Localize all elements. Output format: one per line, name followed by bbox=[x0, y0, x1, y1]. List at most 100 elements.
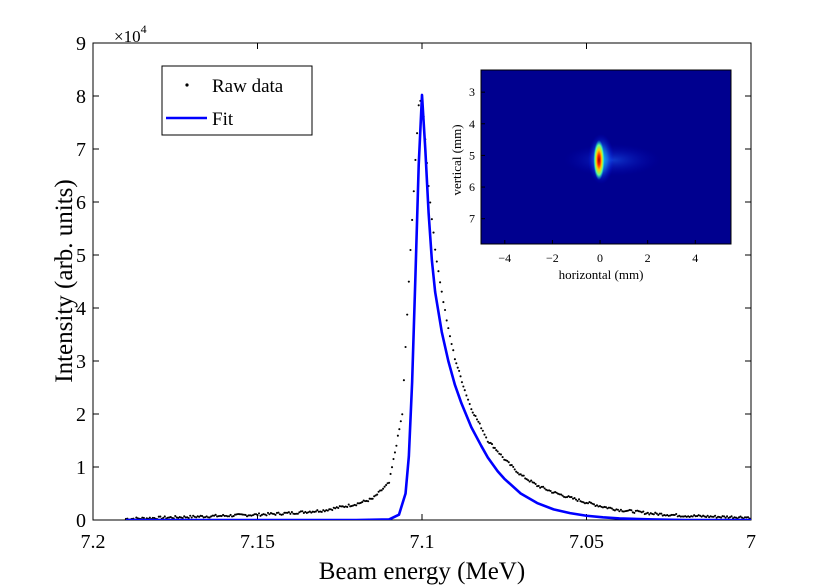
raw-data-point bbox=[576, 499, 579, 503]
raw-data-point bbox=[525, 478, 528, 481]
raw-data-point bbox=[254, 513, 258, 516]
raw-data-point bbox=[474, 414, 477, 418]
raw-data-point bbox=[512, 465, 515, 468]
raw-data-point bbox=[207, 516, 210, 519]
raw-data-point bbox=[284, 511, 287, 514]
raw-data-point bbox=[501, 456, 504, 459]
x-axis-ticks: 7.2 7.15 7.1 7.05 7 bbox=[81, 43, 756, 553]
raw-data-point bbox=[528, 480, 531, 483]
raw-data-point bbox=[483, 433, 486, 436]
raw-data-point bbox=[320, 510, 323, 513]
raw-data-point bbox=[429, 201, 432, 204]
raw-data-point bbox=[226, 515, 229, 518]
raw-data-point bbox=[195, 516, 198, 519]
raw-data-point bbox=[723, 515, 726, 518]
raw-data-point bbox=[746, 516, 750, 519]
raw-data-point bbox=[445, 319, 448, 322]
y-tick-label: 1 bbox=[76, 457, 86, 479]
raw-data-point bbox=[696, 515, 699, 518]
raw-data-point bbox=[489, 441, 492, 444]
x-tick-label: 7.1 bbox=[410, 531, 435, 553]
raw-data-point bbox=[691, 515, 694, 518]
raw-data-point bbox=[448, 335, 452, 338]
raw-data-point bbox=[440, 290, 443, 293]
raw-data-point bbox=[646, 511, 649, 514]
raw-data-point bbox=[328, 508, 331, 511]
raw-data-point bbox=[681, 515, 684, 518]
inset-y-tick-label: 3 bbox=[469, 85, 475, 99]
raw-data-point bbox=[453, 358, 456, 361]
raw-data-point bbox=[586, 502, 590, 505]
raw-data-point bbox=[414, 158, 417, 161]
raw-data-point bbox=[398, 428, 401, 431]
raw-data-point bbox=[459, 375, 462, 378]
raw-data-point bbox=[456, 366, 459, 369]
raw-data-point bbox=[616, 508, 619, 511]
raw-data-point bbox=[371, 497, 374, 500]
legend: Raw data Fit bbox=[161, 65, 313, 136]
raw-data-point bbox=[595, 504, 599, 507]
x-axis-label: Beam energy (MeV) bbox=[319, 558, 525, 585]
raw-data-point bbox=[411, 218, 414, 222]
raw-data-point bbox=[670, 513, 673, 516]
x-tick-label: 7.05 bbox=[569, 531, 604, 553]
raw-data-point bbox=[460, 381, 464, 384]
inset-ticks: −4 −2 0 2 4 3 4 5 6 7 bbox=[469, 85, 698, 265]
inset-frame bbox=[480, 69, 732, 245]
raw-data-point bbox=[566, 496, 569, 499]
raw-data-point bbox=[478, 422, 481, 425]
raw-data-point bbox=[720, 516, 723, 519]
raw-data-point bbox=[266, 511, 270, 514]
raw-data-point bbox=[238, 513, 241, 516]
raw-data-point bbox=[396, 434, 399, 437]
raw-data-point bbox=[432, 231, 435, 234]
fit-series-line bbox=[125, 93, 751, 520]
raw-data-point bbox=[724, 516, 727, 519]
raw-data-point bbox=[407, 280, 410, 283]
raw-data-point bbox=[509, 464, 512, 467]
raw-data-point bbox=[385, 483, 388, 487]
raw-data-point bbox=[630, 509, 633, 512]
raw-data-point bbox=[256, 514, 259, 517]
raw-data-point bbox=[452, 349, 455, 352]
raw-data-point bbox=[533, 481, 536, 484]
raw-data-point bbox=[416, 132, 419, 135]
raw-data-point bbox=[355, 504, 358, 507]
raw-data-point bbox=[159, 515, 162, 518]
raw-data-point bbox=[673, 513, 676, 517]
raw-data-point bbox=[592, 503, 596, 506]
raw-data-point bbox=[570, 496, 573, 499]
raw-data-point bbox=[569, 496, 572, 499]
raw-data-point bbox=[356, 502, 359, 505]
x-tick-label: 7 bbox=[746, 531, 756, 553]
raw-data-point bbox=[506, 459, 509, 462]
raw-data-point bbox=[518, 473, 521, 476]
raw-data-point bbox=[406, 313, 409, 316]
raw-data-point bbox=[443, 308, 447, 312]
y-tick-label: 5 bbox=[76, 245, 86, 267]
raw-data-point bbox=[340, 505, 343, 508]
raw-data-point bbox=[507, 461, 510, 464]
y-tick-label: 8 bbox=[76, 86, 86, 108]
inset-x-label: horizontal (mm) bbox=[559, 267, 644, 282]
inset-x-tick-label: −4 bbox=[498, 251, 511, 265]
raw-data-point bbox=[201, 515, 204, 518]
raw-data-point bbox=[693, 514, 696, 517]
y-tick-label: 7 bbox=[76, 139, 86, 161]
raw-data-point bbox=[395, 444, 398, 447]
raw-data-point bbox=[322, 509, 325, 512]
raw-data-point bbox=[148, 516, 151, 519]
raw-data-point bbox=[618, 510, 621, 513]
raw-data-point bbox=[232, 515, 235, 518]
raw-data-point bbox=[190, 516, 193, 519]
raw-data-point bbox=[380, 489, 383, 492]
raw-data-point bbox=[346, 505, 349, 509]
raw-data-point bbox=[409, 248, 412, 252]
raw-data-point bbox=[730, 515, 733, 518]
raw-data-point bbox=[383, 485, 386, 488]
y-tick-label: 0 bbox=[76, 510, 86, 532]
inset-heatmap: −4 −2 0 2 4 3 4 5 6 7 horizontal (mm) vertical (m… bbox=[449, 69, 732, 282]
raw-data-point bbox=[543, 487, 546, 490]
raw-data-point bbox=[211, 514, 214, 517]
raw-data-point bbox=[551, 491, 554, 494]
